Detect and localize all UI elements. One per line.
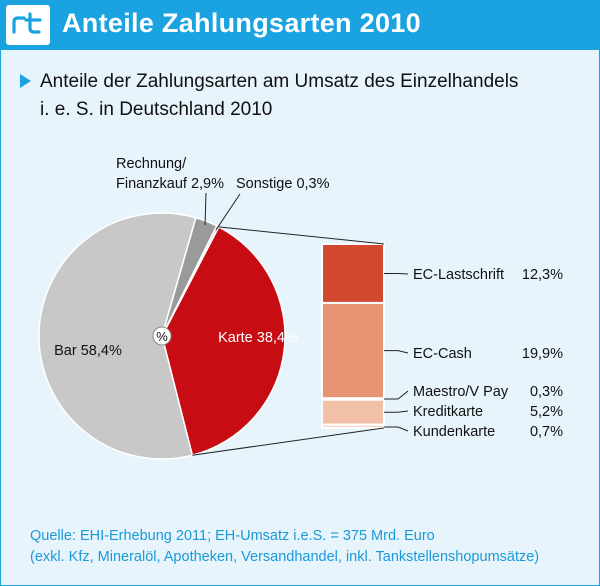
breakdown-label-maestro-v-pay: Maestro/V Pay <box>413 384 509 400</box>
chart-subtitle: Anteile der Zahlungsarten am Umsatz des … <box>40 68 580 124</box>
breakdown-label-ec-lastschrift: EC-Lastschrift <box>413 267 504 283</box>
leader-line-maestro-v-pay <box>384 390 409 400</box>
header-title: Anteile Zahlungsarten 2010 <box>62 8 421 38</box>
breakdown-label-ec-cash: EC-Cash <box>413 346 472 362</box>
leader-line-sonstige <box>215 193 241 231</box>
subtitle-bullet-icon <box>20 74 31 88</box>
pie-center-symbol: % <box>156 329 168 344</box>
slice-label-rechnung-line-1: Rechnung/ <box>116 156 187 172</box>
slice-label-karte: Karte 38,4% <box>218 330 298 346</box>
breakdown-segment-kundenkarte <box>321 423 385 430</box>
source-note: Quelle: EHI-Erhebung 2011; EH-Umsatz i.e… <box>30 526 590 568</box>
breakdown-segment-ec-cash <box>321 301 385 400</box>
leader-line-ec-lastschrift <box>384 272 409 275</box>
slice-label-bar: Bar 58,4% <box>54 343 122 359</box>
breakdown-value-maestro-v-pay: 0,3% <box>530 384 563 400</box>
connector-line-bottom <box>192 427 385 456</box>
slice-label-rechnung-line-2: Finanzkauf 2,9% <box>116 176 224 192</box>
leader-line-kundenkarte <box>384 426 409 432</box>
connector-line-top <box>218 226 385 245</box>
breakdown-segment-kreditkarte <box>321 398 385 426</box>
pie-center-badge <box>152 326 172 346</box>
pie-slice-bar <box>38 212 197 460</box>
header-bar: Anteile Zahlungsarten 2010 <box>0 0 600 50</box>
breakdown-value-kreditkarte: 5,2% <box>530 404 563 420</box>
rt-logo <box>6 5 50 45</box>
leader-line-rechnung <box>204 192 207 226</box>
source-line-1: Quelle: EHI-Erhebung 2011; EH-Umsatz i.e… <box>30 528 435 544</box>
subtitle-line-1: Anteile der Zahlungsarten am Umsatz des … <box>40 71 519 92</box>
breakdown-label-kreditkarte: Kreditkarte <box>413 404 483 420</box>
leader-line-kreditkarte <box>384 410 409 413</box>
breakdown-segment-ec-lastschrift <box>321 243 385 304</box>
breakdown-value-ec-cash: 19,9% <box>522 346 563 362</box>
pie-slice-karte <box>161 225 286 457</box>
source-line-2: (exkl. Kfz, Mineralöl, Apotheken, Versan… <box>30 549 540 565</box>
slice-label-sonstige: Sonstige 0,3% <box>236 176 330 192</box>
subtitle-line-2: i. e. S. in Deutschland 2010 <box>40 99 273 120</box>
breakdown-label-kundenkarte: Kundenkarte <box>413 424 495 440</box>
rt-logo-icon <box>12 12 42 34</box>
leader-line-ec-cash <box>384 350 409 354</box>
breakdown-value-ec-lastschrift: 12,3% <box>522 267 563 283</box>
breakdown-value-kundenkarte: 0,7% <box>530 424 563 440</box>
